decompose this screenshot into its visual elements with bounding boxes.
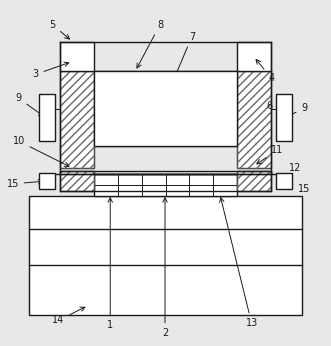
Bar — [94, 71, 237, 146]
Text: 11: 11 — [257, 145, 284, 164]
Bar — [94, 174, 237, 196]
Text: 13: 13 — [219, 198, 258, 328]
Bar — [38, 94, 56, 141]
Bar — [237, 71, 270, 168]
Bar — [237, 171, 270, 191]
Text: 15: 15 — [287, 182, 310, 194]
Text: 5: 5 — [49, 20, 70, 39]
Text: 3: 3 — [32, 62, 69, 80]
Bar — [61, 71, 94, 168]
Bar — [275, 94, 293, 141]
Text: 9: 9 — [16, 93, 43, 116]
Bar — [61, 42, 94, 71]
Text: 14: 14 — [52, 307, 85, 325]
Text: 9: 9 — [287, 103, 307, 117]
Bar — [237, 42, 270, 71]
Bar — [275, 173, 293, 189]
Text: 4: 4 — [256, 60, 275, 83]
Bar — [28, 196, 303, 316]
Bar — [237, 71, 270, 168]
Text: 7: 7 — [171, 31, 195, 85]
Bar — [38, 173, 56, 189]
Text: 12: 12 — [286, 163, 302, 178]
Bar — [237, 171, 270, 191]
Text: 6: 6 — [266, 101, 281, 114]
Text: 8: 8 — [137, 20, 163, 68]
Text: 10: 10 — [13, 136, 69, 166]
Text: 1: 1 — [107, 198, 113, 330]
Text: 2: 2 — [162, 198, 168, 338]
Bar — [61, 71, 94, 168]
Text: 15: 15 — [7, 179, 43, 189]
Bar — [61, 171, 94, 191]
Bar — [61, 171, 94, 191]
